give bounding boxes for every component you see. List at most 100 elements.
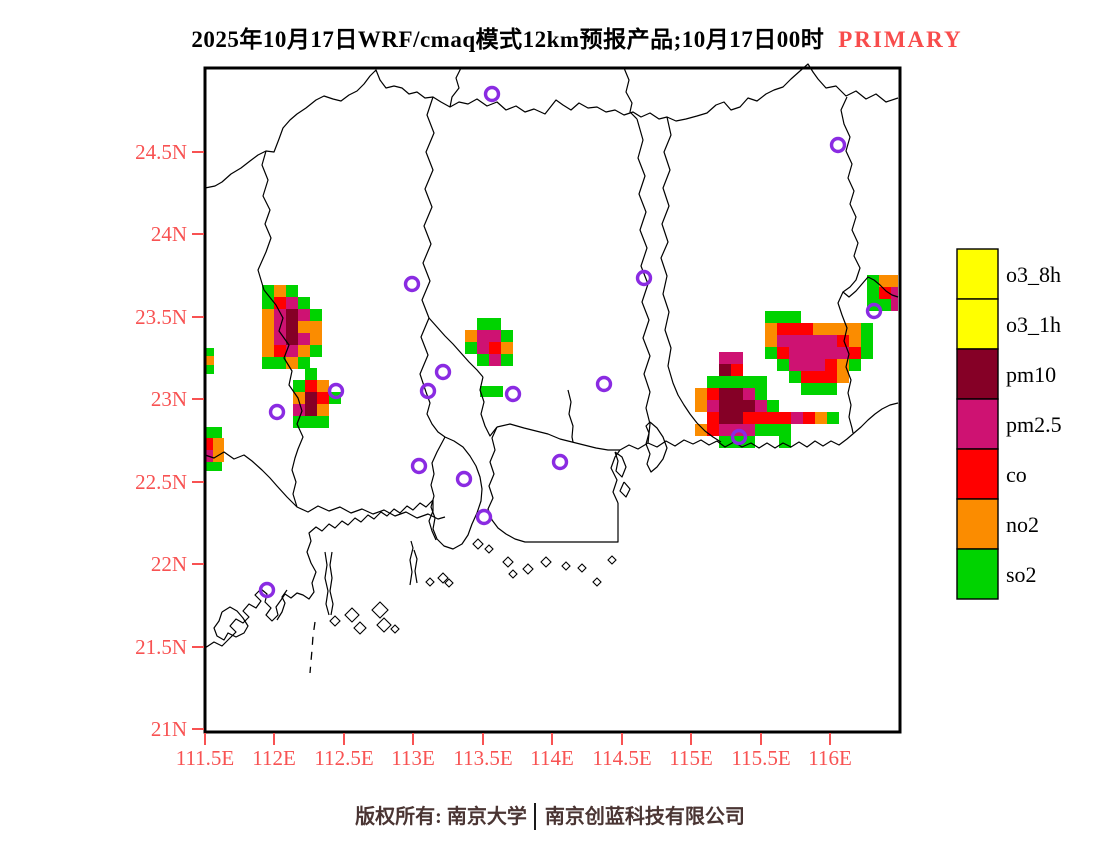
island-outline [561,561,571,571]
pollutant-cell [849,323,861,335]
pollutant-cell [465,330,477,342]
city-marker-icon [455,470,473,488]
pollutant-cell [293,416,305,428]
boundary-line [204,63,899,189]
pollutant-cell [501,342,513,354]
pollutant-cell [789,323,801,335]
pollutant-cell [837,335,849,347]
pollutant-cell [305,368,317,380]
pollutant-cell [298,333,310,345]
pollutant-cell [695,400,707,412]
city-marker-icon [595,375,613,393]
pollutant-cell [205,438,213,450]
lon-tick-label: 114.5E [592,746,651,770]
boundary-line [324,551,330,616]
pollutant-cell [731,400,743,412]
boundary-line [645,421,668,473]
pollutant-cell [298,297,310,309]
pollutant-cell [719,424,731,436]
pollutant-cell [262,321,274,333]
pollutant-cell [849,347,861,359]
pollutant-cell [317,392,329,404]
city-marker-icon [475,508,493,526]
pollutant-cell [719,364,731,376]
legend-label-pm10: pm10 [1006,362,1056,387]
boundary-line [428,317,484,378]
pollutant-cell [205,348,214,356]
pollutant-cell [765,335,777,347]
legend-swatch-pm2.5 [956,398,999,450]
boundary-line [619,481,631,498]
city-marker-icon [419,382,437,400]
boundary-line [840,96,899,298]
boundary-line [449,67,462,108]
island-outline [592,577,602,587]
lon-tick-label: 113E [391,746,435,770]
city-marker-icon [551,453,569,471]
boundary-line [487,426,619,543]
boundary-line [660,116,722,443]
pollutant-cell [825,323,837,335]
pollutant-cell [891,287,898,299]
pollutant-cell [298,357,310,369]
pollutant-cell [501,330,513,342]
pollutant-cell [813,371,825,383]
legend-swatch-so2 [956,548,999,600]
pollutant-cell [789,359,801,371]
pollutant-cell [731,412,743,424]
city-marker-icon [403,275,421,293]
pollutant-cell [695,424,707,436]
pollutant-cell [707,376,719,388]
pollutant-cell [262,309,274,321]
boundary-line [409,540,414,586]
pollutant-cell [777,335,789,347]
lon-tick-label: 111.5E [176,746,235,770]
pollutant-cell [777,359,789,371]
lon-tick-label: 113.5E [453,746,512,770]
pollutant-cell [286,309,298,321]
island-outline [390,624,400,634]
pollutant-cell [813,347,825,359]
city-marker-icon [434,363,452,381]
pollutant-cell [825,371,837,383]
pollutant-cell [262,345,274,357]
pollutant-cell [801,323,813,335]
pollutant-cell [825,359,837,371]
city-marker-icon [327,382,345,400]
island-outline [607,555,617,565]
legend-label-o3_1h: o3_1h [1006,312,1061,337]
pollutant-cell [305,416,317,428]
pollutant-cell [695,388,707,400]
pollutant-cell [801,371,813,383]
boundary-line [276,589,288,621]
pollutant-cell [286,357,298,369]
lon-tick-label: 116E [808,746,852,770]
boundary-line [619,402,899,451]
island-outline [540,556,552,568]
boundary-line [419,96,446,438]
lon-tick-label: 115E [669,746,713,770]
lat-tick-label: 22.5N [135,470,187,494]
pollutant-cell [489,318,501,330]
pollutant-cell [755,412,767,424]
pollutant-cell [719,400,731,412]
boundary-line [430,436,483,550]
pollutant-cell [849,359,861,371]
lon-tick-label: 112.5E [314,746,373,770]
city-marker-icon [504,385,522,403]
boundary-line [614,451,627,478]
pollutant-cell [837,371,849,383]
pollutant-cell [879,299,891,311]
legend-label-co: co [1006,462,1027,487]
boundary-line [213,606,249,641]
pollutant-cell [743,376,755,388]
legend-swatch-o3_8h [956,248,999,300]
title-primary-badge: PRIMARY [838,27,963,52]
pollutant-cell [849,335,861,347]
pollutant-cell [489,342,501,354]
pollutant-cell [477,318,489,330]
pollutant-cell [743,388,755,400]
boundary-line [204,451,446,520]
pollutant-cell [743,400,755,412]
